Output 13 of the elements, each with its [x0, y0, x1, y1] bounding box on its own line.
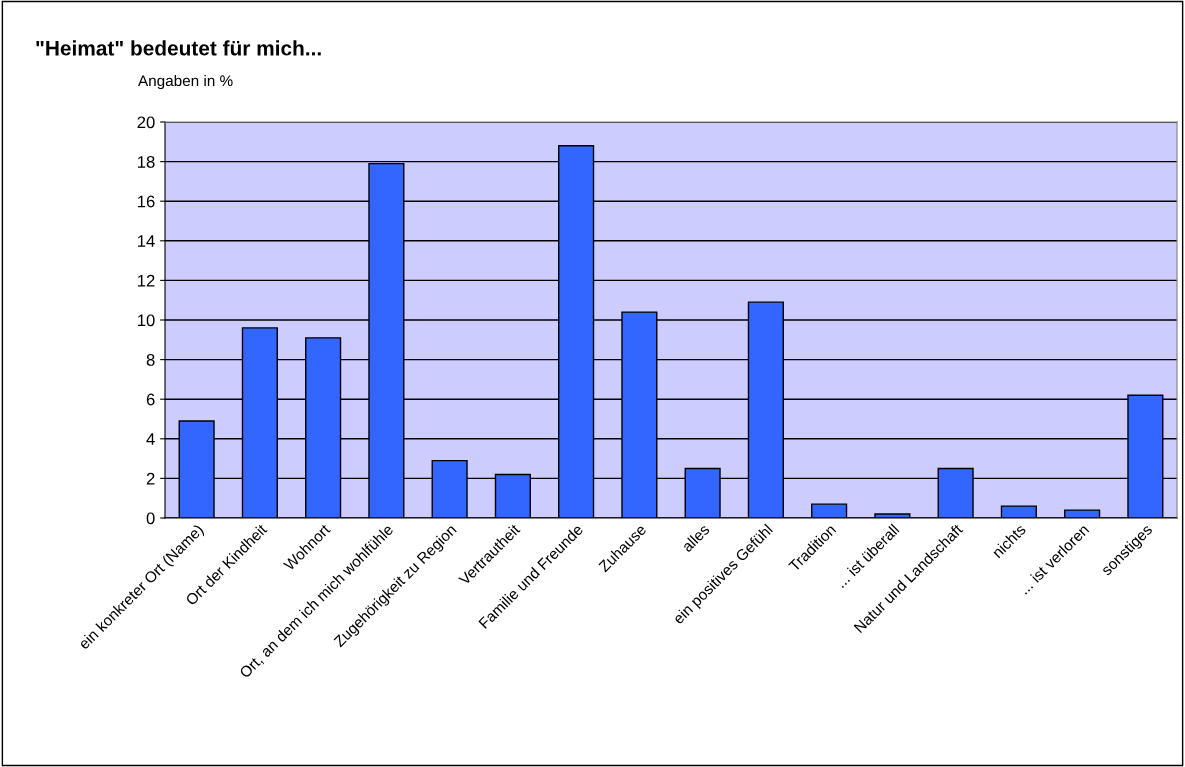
y-tick-label: 14 [138, 235, 155, 247]
y-tick-label: 10 [138, 314, 155, 327]
y-tick-label: 2 [146, 472, 155, 485]
y-tick-label: 20 [137, 116, 155, 129]
chart-subtitle: Angaben in % [138, 74, 233, 90]
y-tick-label: 16 [138, 195, 155, 208]
y-tick-label: 18 [138, 156, 155, 168]
y-tick-label: 8 [146, 354, 155, 366]
y-tick-label: 0 [146, 512, 155, 525]
y-tick-label: 6 [146, 393, 155, 406]
chart-title: "Heimat" bedeutet für mich... [36, 40, 321, 56]
y-tick-label: 4 [146, 433, 155, 445]
y-tick-label: 12 [138, 274, 155, 287]
